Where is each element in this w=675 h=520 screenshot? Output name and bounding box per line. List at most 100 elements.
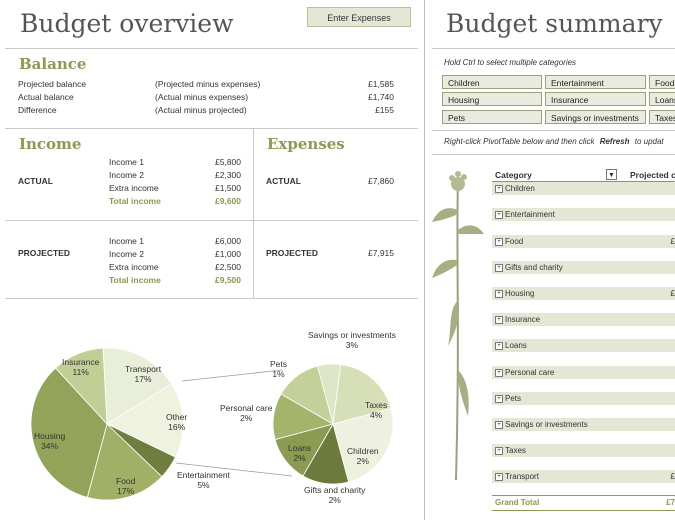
income-total-label: Total income	[109, 196, 161, 206]
pie-slice-food	[86, 423, 163, 501]
balance-note: (Projected minus expenses)	[155, 79, 261, 89]
pivot-row[interactable]: + Personal care	[492, 366, 675, 379]
connector-line	[181, 369, 283, 382]
slicer-pets[interactable]: Pets	[442, 110, 542, 124]
balance-label: Projected balance	[18, 79, 87, 89]
income-item-label: Extra income	[109, 262, 159, 272]
balance-value: £155	[375, 105, 394, 115]
expenses-heading: Expenses	[267, 135, 345, 153]
pie-label: Entertainment 5%	[177, 470, 230, 490]
balance-label: Difference	[18, 105, 57, 115]
pivot-header-line	[492, 181, 675, 182]
income-item-label: Income 2	[109, 170, 144, 180]
pie-label: Housing 34%	[34, 431, 66, 451]
divider	[5, 220, 418, 221]
expense-pie-charts	[30, 347, 394, 501]
income-item-label: Extra income	[109, 183, 159, 193]
pie-slice-taxes	[332, 407, 394, 483]
divider	[432, 48, 675, 49]
pivot-col-projected: Projected c	[630, 170, 675, 180]
income-item-label: Income 1	[109, 236, 144, 246]
income-item-value: £1,500	[215, 183, 241, 193]
pie-label: Transport 17%	[125, 364, 162, 384]
pivot-row[interactable]: + Transport £	[492, 470, 675, 483]
plant-illustration	[432, 171, 484, 481]
income-heading: Income	[19, 135, 82, 153]
pie-slice-housing	[30, 367, 108, 498]
income-total-value: £9,600	[215, 196, 241, 206]
pivot-row[interactable]: + Loans	[492, 339, 675, 352]
income-item-value: £5,800	[215, 157, 241, 167]
refresh-hint: Right-click PivotTable below and then cl…	[444, 137, 664, 146]
pie-label: Children 2%	[347, 446, 379, 466]
pivot-row[interactable]: + Taxes	[492, 444, 675, 457]
slicer-loans[interactable]: Loans	[649, 92, 675, 106]
pivot-grand-total-row: Grand Total £7	[492, 495, 675, 511]
balance-value: £1,585	[368, 79, 394, 89]
panel-separator	[424, 0, 425, 520]
expenses-projected-label: PROJECTED	[266, 248, 318, 258]
income-item-label: Income 1	[109, 157, 144, 167]
expenses-actual-value: £7,860	[368, 176, 394, 186]
income-item-value: £2,300	[215, 170, 241, 180]
pie-label: Food 17%	[116, 476, 136, 496]
pie-label: Gifts and charity 2%	[304, 485, 366, 505]
enter-expenses-button[interactable]: Enter Expenses	[307, 7, 411, 27]
pie-label: Personal care 2%	[220, 403, 273, 423]
slicer-taxes[interactable]: Taxes	[649, 110, 675, 124]
pivot-row[interactable]: + Gifts and charity	[492, 261, 675, 274]
slicer-entertainment[interactable]: Entertainment	[545, 75, 646, 89]
balance-value: £1,740	[368, 92, 394, 102]
balance-note: (Actual minus projected)	[155, 105, 247, 115]
pie-label: Pets 1%	[270, 359, 288, 379]
pie-slice-other	[106, 383, 184, 458]
slicer-food[interactable]: Food	[649, 75, 675, 89]
pie-label: Taxes 4%	[365, 400, 388, 420]
divider	[253, 128, 254, 298]
divider	[432, 130, 675, 131]
income-item-value: £1,000	[215, 249, 241, 259]
pivot-row[interactable]: + Food £	[492, 235, 675, 248]
pie-label: Insurance 11%	[62, 357, 100, 377]
pivot-col-category: Category	[495, 170, 532, 180]
income-item-value: £6,000	[215, 236, 241, 246]
page-title: Budget overview	[20, 9, 234, 38]
income-item-label: Income 2	[109, 249, 144, 259]
income-total-label: Total income	[109, 275, 161, 285]
pivot-row[interactable]: + Pets	[492, 392, 675, 405]
pie-label: Savings or investments 3%	[308, 330, 396, 350]
summary-title: Budget summary	[446, 9, 663, 38]
income-item-value: £2,500	[215, 262, 241, 272]
grand-total-value: £7	[666, 498, 675, 507]
connector-line	[175, 462, 293, 477]
expenses-actual-label: ACTUAL	[266, 176, 301, 186]
pivot-row[interactable]: + Insurance	[492, 313, 675, 326]
pivot-row[interactable]: + Children	[492, 182, 675, 195]
slicer-insurance[interactable]: Insurance	[545, 92, 646, 106]
pie-label: Other 16%	[166, 412, 188, 432]
pie-slice-insurance	[54, 347, 108, 426]
filter-dropdown-icon[interactable]: ▼	[606, 169, 617, 180]
grand-total-label: Grand Total	[495, 498, 540, 507]
pie-slice-personal-care	[280, 365, 334, 425]
divider	[5, 128, 418, 129]
divider	[5, 48, 418, 49]
slicer-housing[interactable]: Housing	[442, 92, 542, 106]
income-projected-label: PROJECTED	[18, 248, 70, 258]
balance-heading: Balance	[19, 55, 87, 73]
pivot-row[interactable]: + Housing £	[492, 287, 675, 300]
divider	[432, 154, 675, 155]
pie-label: Loans 2%	[288, 443, 312, 463]
pie-slice-savings-or-investments	[332, 364, 392, 425]
divider	[5, 298, 418, 299]
pivot-row[interactable]: + Savings or investments	[492, 418, 675, 431]
pivot-row[interactable]: + Entertainment	[492, 208, 675, 221]
income-total-value: £9,500	[215, 275, 241, 285]
pie-slice-transport	[102, 347, 173, 425]
income-actual-label: ACTUAL	[18, 176, 53, 186]
slicer-savings[interactable]: Savings or investments	[545, 110, 646, 124]
slicer-children[interactable]: Children	[442, 75, 542, 89]
balance-label: Actual balance	[18, 92, 74, 102]
balance-note: (Actual minus expenses)	[155, 92, 249, 102]
slicer-hint: Hold Ctrl to select multiple categories	[444, 58, 577, 67]
